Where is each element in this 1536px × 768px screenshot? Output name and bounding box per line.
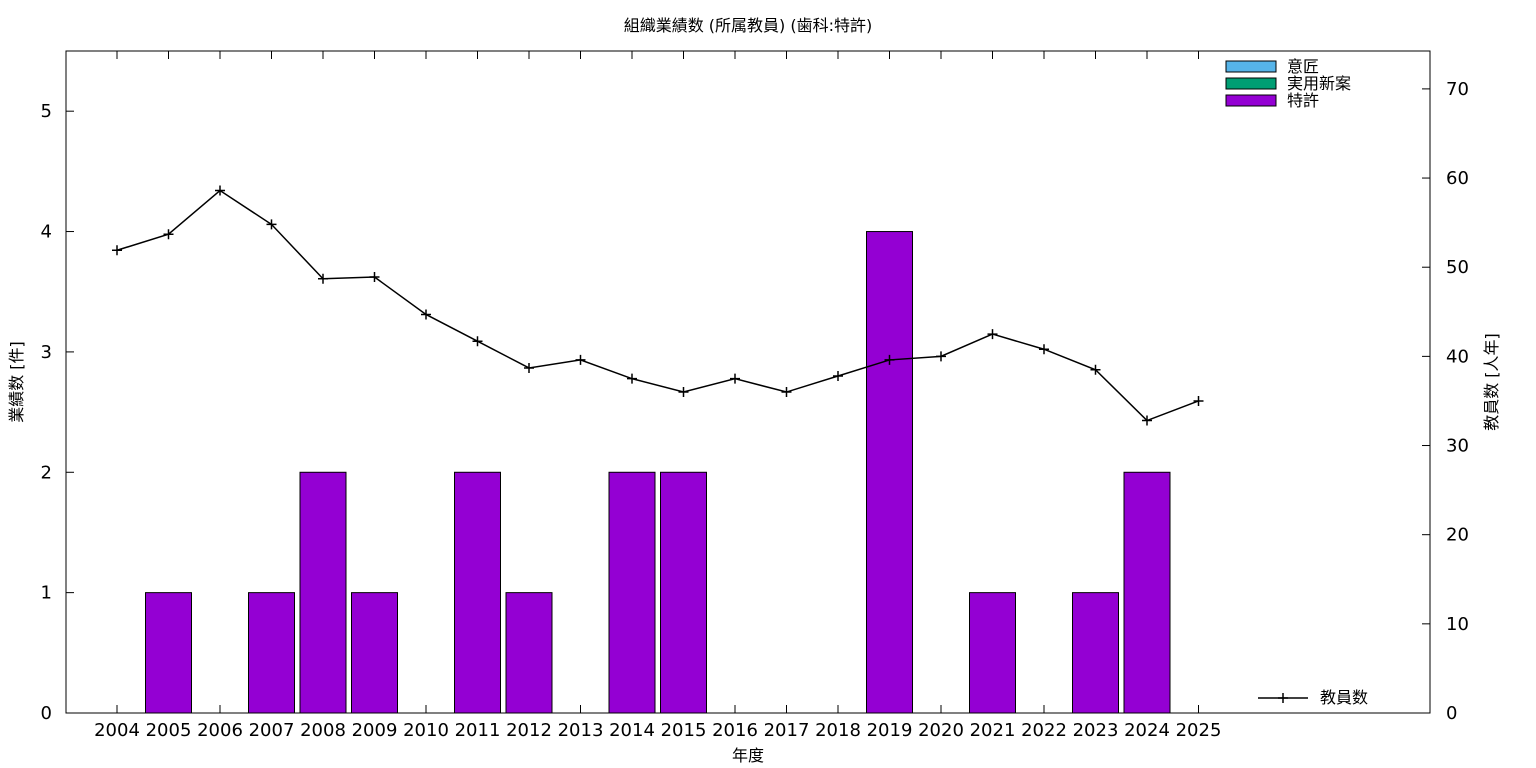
line-point [421, 309, 431, 320]
right-tick-label: 60 [1446, 168, 1469, 189]
line-point [833, 370, 843, 381]
x-tick-label: 2014 [609, 720, 655, 741]
bar [608, 471, 656, 714]
x-tick-label: 2007 [249, 720, 295, 741]
line-point [884, 354, 895, 365]
legend-label-faculty: 教員数 [1320, 688, 1368, 707]
right-tick-label: 50 [1446, 257, 1469, 278]
right-tick-label: 70 [1446, 79, 1469, 100]
legend-line: 教員数 [1258, 688, 1368, 707]
x-tick-label: 2019 [867, 720, 913, 741]
x-tick-label: 2005 [146, 720, 192, 741]
x-tick-label: 2010 [403, 720, 449, 741]
x-tick-label: 2016 [712, 720, 758, 741]
right-axis-ticks: 0 10 20 30 40 50 60 70 [1422, 79, 1469, 724]
left-axis-title: 業績数 [件] [7, 341, 26, 423]
right-tick-label: 10 [1446, 614, 1469, 635]
line-point [112, 245, 122, 256]
x-axis-title: 年度 [732, 746, 764, 765]
x-tick-label: 2024 [1124, 720, 1170, 741]
left-tick-label: 1 [41, 583, 52, 604]
left-axis-ticks: 0 1 2 3 4 5 [41, 101, 74, 724]
x-tick-label: 2004 [94, 720, 140, 741]
left-tick-label: 2 [41, 462, 52, 483]
x-tick-label: 2018 [815, 720, 861, 741]
x-tick-label: 2017 [764, 720, 810, 741]
legend-label-utility-model: 実用新案 [1287, 74, 1351, 93]
plot-frame [65, 50, 1431, 714]
x-tick-label: 2022 [1021, 720, 1067, 741]
line-point [575, 354, 586, 365]
line-point [730, 373, 740, 384]
line-point [318, 273, 328, 284]
line-point [781, 387, 792, 398]
left-tick-label: 5 [41, 101, 52, 122]
bar [248, 592, 295, 714]
bar [1072, 592, 1119, 714]
x-tick-label: 2008 [300, 720, 346, 741]
bar [969, 592, 1016, 714]
x-tick-label: 2006 [197, 720, 243, 741]
line-point [1142, 415, 1152, 426]
bar [1123, 471, 1171, 714]
right-tick-label: 30 [1446, 436, 1469, 457]
bar [505, 592, 553, 714]
left-tick-label: 4 [41, 222, 52, 243]
right-tick-label: 0 [1446, 703, 1457, 724]
faculty-line [116, 189, 1199, 422]
x-tick-label: 2020 [918, 720, 964, 741]
line-point [472, 336, 483, 347]
x-tick-label: 2023 [1073, 720, 1119, 741]
left-tick-label: 0 [41, 703, 52, 724]
x-tick-label: 2025 [1176, 720, 1222, 741]
legend-swatch-design [1225, 60, 1277, 73]
line-point [1090, 364, 1101, 375]
bar [299, 471, 347, 714]
legend-swatch-patent [1225, 94, 1277, 107]
x-tick-label: 2013 [558, 720, 604, 741]
left-tick-label: 3 [41, 342, 52, 363]
line-point [266, 219, 277, 230]
bar [351, 592, 398, 714]
bar [454, 471, 501, 714]
line-point [163, 229, 174, 240]
line-point [678, 387, 689, 398]
line-point [1039, 344, 1049, 355]
right-tick-label: 40 [1446, 346, 1469, 367]
x-tick-label: 2015 [661, 720, 707, 741]
legend-line-marker [1278, 693, 1288, 703]
right-tick-label: 20 [1446, 525, 1469, 546]
x-axis-ticks: 2004 2005 2006 2007 2008 2009 2010 2011 2012 2013… [94, 51, 1221, 741]
line-point [215, 185, 225, 196]
line-series [112, 185, 1204, 426]
line-point [524, 362, 534, 373]
line-point [936, 351, 946, 362]
bar [866, 231, 913, 714]
line-point [627, 373, 637, 384]
bar [145, 592, 192, 714]
legend-swatch-utility-model [1225, 77, 1277, 90]
x-tick-label: 2011 [455, 720, 501, 741]
chart-title: 組織業績数 (所属教員) (歯科:特許) [624, 16, 873, 35]
x-tick-label: 2021 [970, 720, 1016, 741]
x-tick-label: 2012 [506, 720, 552, 741]
right-axis-title: 教員数 [人年] [1482, 333, 1501, 431]
line-point [987, 329, 998, 340]
x-tick-label: 2009 [352, 720, 398, 741]
legend-label-patent: 特許 [1287, 91, 1319, 110]
legend-bars: 意匠 実用新案 特許 [1225, 57, 1351, 110]
line-point [1193, 395, 1204, 406]
bar-series [145, 231, 1171, 714]
bar [660, 471, 707, 714]
legend-label-design: 意匠 [1287, 57, 1319, 76]
line-point [369, 272, 380, 283]
